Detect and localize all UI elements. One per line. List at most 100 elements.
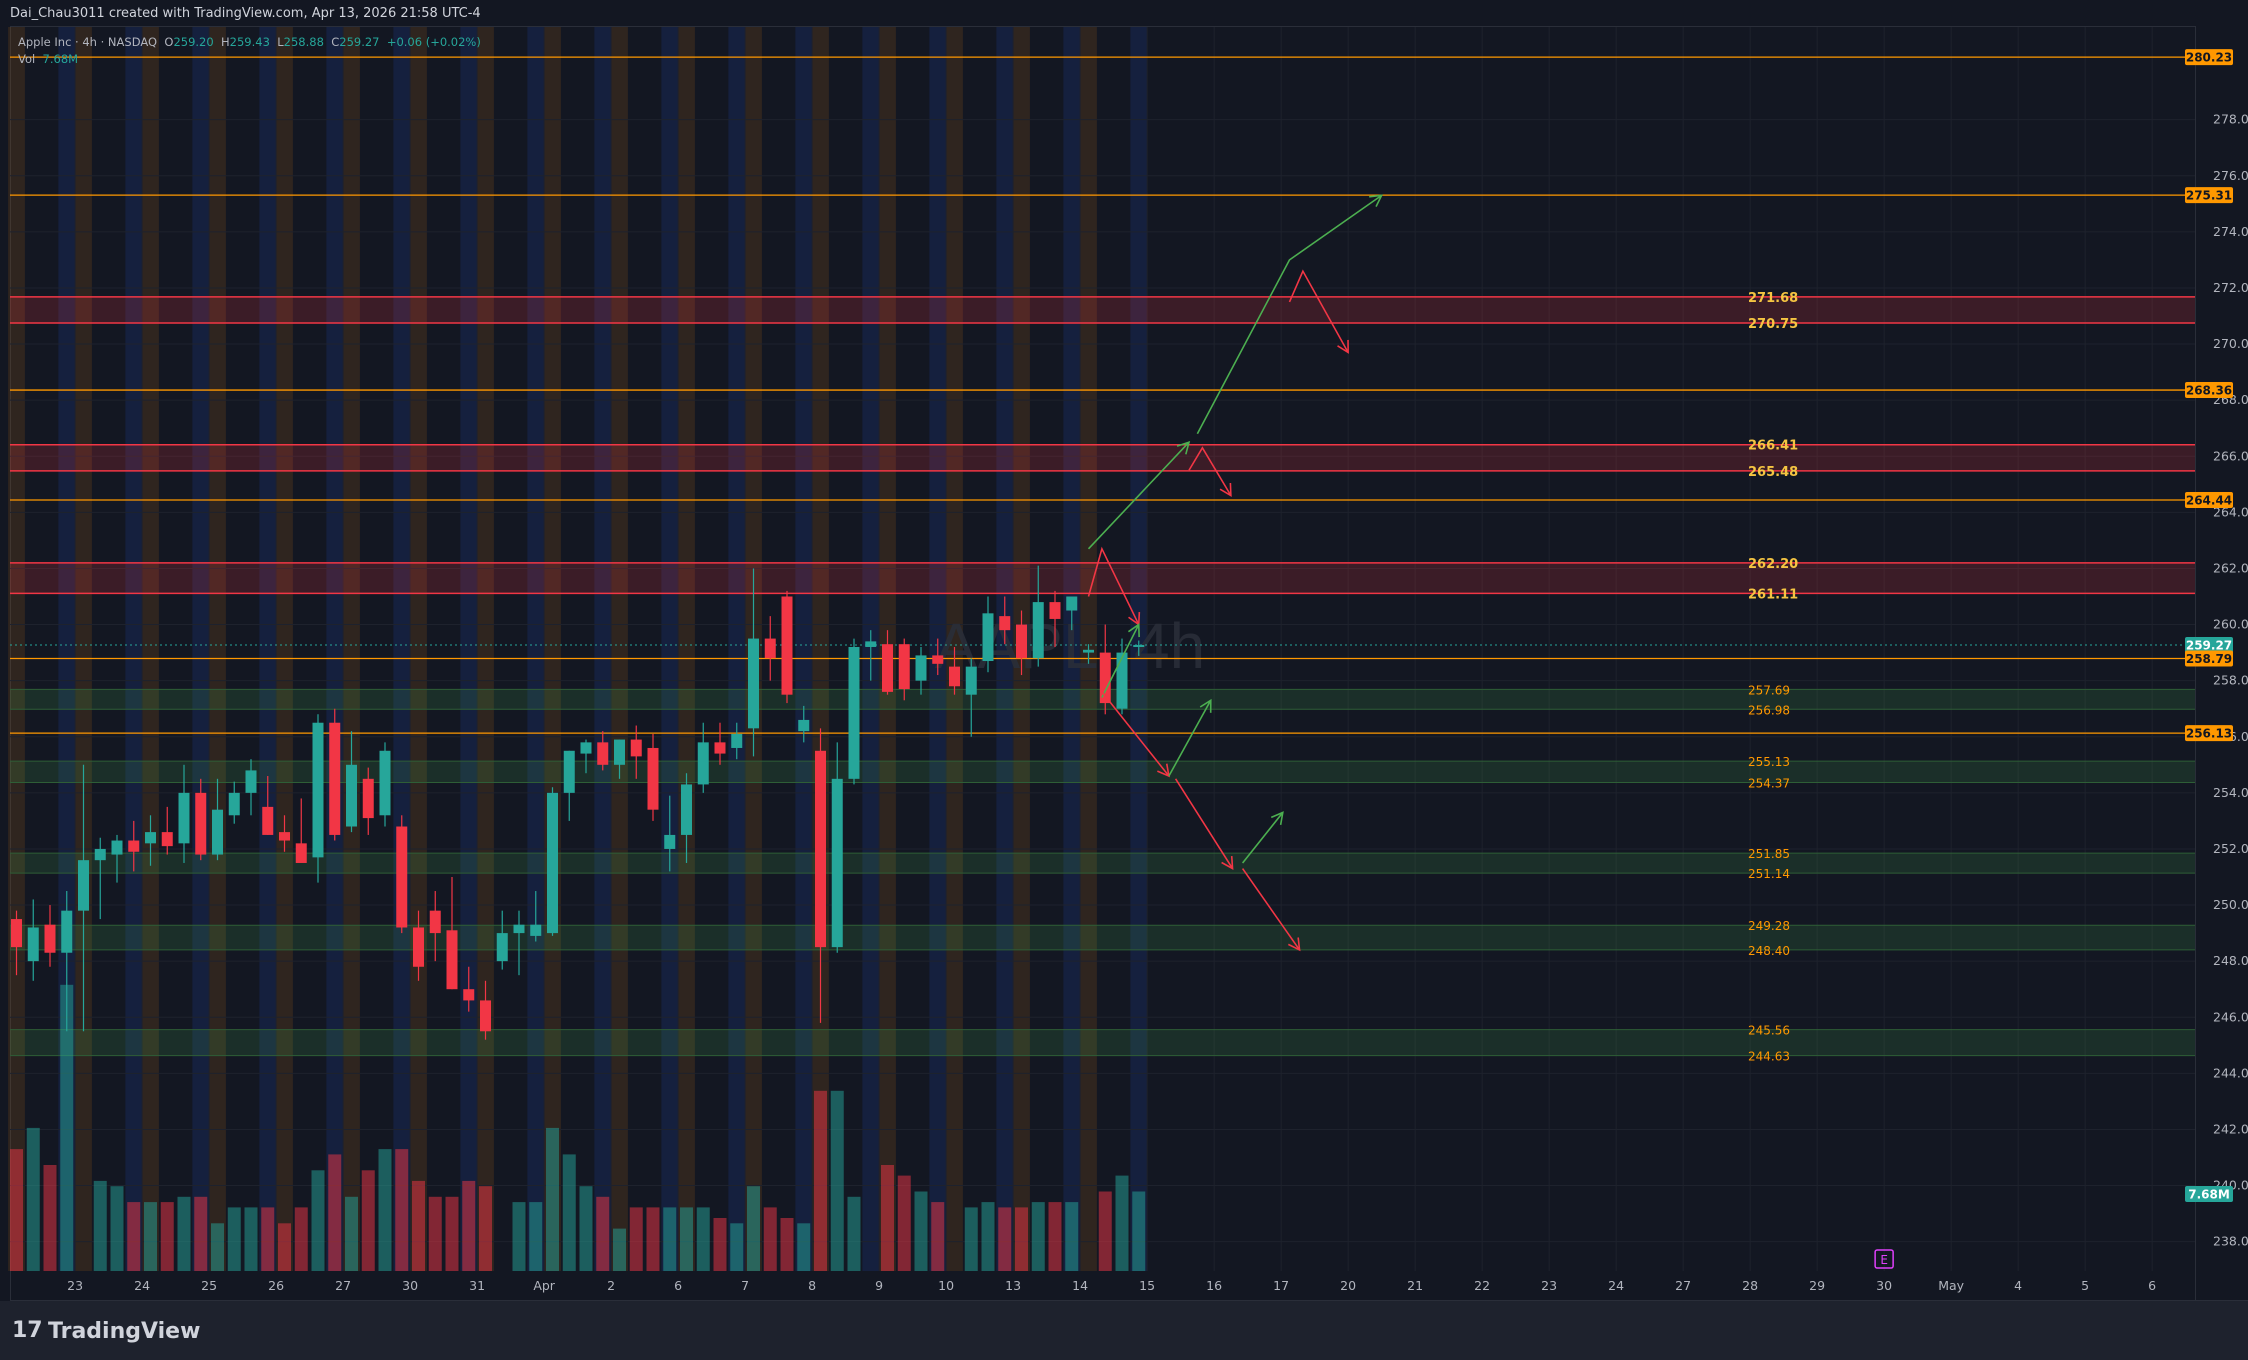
time-tick-label: 27 <box>335 1278 351 1293</box>
session-band <box>75 27 92 1271</box>
resistance-zone <box>10 562 2195 594</box>
volume-bar <box>194 1196 208 1271</box>
candle <box>1099 624 1111 715</box>
symbol-label: Apple Inc · 4h · NASDAQ <box>18 35 158 49</box>
candle-body <box>563 750 575 793</box>
price-tick-label: 276.00 <box>2213 168 2248 183</box>
volume-bar <box>663 1207 677 1271</box>
candle <box>1032 565 1044 667</box>
volume-label: Vol <box>18 52 36 66</box>
candle-body <box>413 927 424 967</box>
price-tick-label: 278.00 <box>2213 112 2248 127</box>
projection-arrow-red <box>1174 778 1234 870</box>
volume-bar <box>881 1165 894 1271</box>
time-tick-label: 30 <box>1876 1278 1892 1293</box>
candle-body <box>731 733 743 748</box>
candle-body <box>664 834 676 849</box>
candle-body <box>1099 652 1111 704</box>
candle <box>111 834 123 883</box>
volume-bar <box>629 1207 643 1271</box>
volume-bar <box>211 1223 224 1271</box>
time-tick-label: 23 <box>67 1278 83 1293</box>
projection-arrow-red <box>1188 446 1232 497</box>
volume-bar <box>512 1202 526 1271</box>
candle-body <box>714 742 726 754</box>
price-tick-label: 266.00 <box>2213 448 2248 463</box>
time-tick-label: 22 <box>1474 1278 1490 1293</box>
candle-body <box>614 739 625 765</box>
candle-body <box>195 792 207 855</box>
candle-body <box>262 806 274 835</box>
top-bar: Dai_Chau3011 created with TradingView.co… <box>0 0 2248 26</box>
price-badge-label: 264.44 <box>2186 494 2232 508</box>
candle <box>798 705 810 743</box>
session-bands <box>8 27 1148 1271</box>
volume-bar <box>897 1175 911 1271</box>
projection-arrow-green <box>1101 623 1140 698</box>
candle <box>295 798 307 863</box>
time-tick-label: 26 <box>268 1278 284 1293</box>
session-band <box>527 27 545 1271</box>
volume-bar <box>43 1165 57 1271</box>
time-tick-label: 25 <box>201 1278 217 1293</box>
time-tick-label: 24 <box>134 1278 150 1293</box>
session-band <box>460 27 478 1271</box>
time-tick-label: 27 <box>1675 1278 1691 1293</box>
chart-frame[interactable] <box>10 26 2196 1302</box>
candle-body <box>597 742 609 765</box>
candle-body <box>898 644 910 690</box>
candle-body <box>848 646 860 779</box>
open-label: O <box>164 35 174 49</box>
volume-bar <box>227 1207 241 1271</box>
volume-bar <box>395 1149 409 1271</box>
symbol-watermark: AAPL, 4h <box>935 610 1205 682</box>
time-tick-label: 2 <box>607 1278 615 1293</box>
candle <box>781 590 793 704</box>
time-tick-label: 31 <box>469 1278 485 1293</box>
resistance-zone-top-label: 262.20 <box>1748 557 1798 572</box>
brand-name[interactable]: TradingView <box>48 1319 201 1344</box>
volume-bar <box>814 1090 827 1271</box>
time-tick-label: 5 <box>2081 1278 2089 1293</box>
volume-bar <box>144 1202 157 1271</box>
volume-bar <box>60 984 74 1271</box>
candle <box>362 767 374 835</box>
candle-body <box>530 924 542 936</box>
candle-body <box>965 666 977 695</box>
candle <box>563 750 575 821</box>
candle-body <box>781 596 793 695</box>
candle <box>312 714 324 883</box>
volume-bar <box>110 1186 124 1271</box>
volume-bar <box>328 1154 342 1271</box>
price-badge-label: 256.13 <box>2186 727 2232 741</box>
session-band <box>812 27 829 1271</box>
projection-arrows <box>1087 194 1383 952</box>
time-tick-label: 9 <box>875 1278 883 1293</box>
candle <box>61 891 73 1032</box>
volume-bar <box>931 1202 945 1271</box>
candle <box>1066 596 1078 631</box>
candle <box>78 764 89 1032</box>
price-badge <box>2185 49 2233 66</box>
session-band <box>142 27 159 1271</box>
grid-lines <box>10 27 2195 1271</box>
price-tick-label: 248.00 <box>2213 953 2248 968</box>
session-band <box>393 27 411 1271</box>
time-tick-label: 21 <box>1407 1278 1423 1293</box>
volume-bar <box>261 1207 275 1271</box>
price-tick-label: 238.00 <box>2213 1234 2248 1249</box>
time-tick-label: 16 <box>1206 1278 1222 1293</box>
resistance-zone-top-label: 266.41 <box>1748 439 1798 454</box>
time-tick-label: 20 <box>1340 1278 1356 1293</box>
volume-value: 7.68M <box>42 52 79 66</box>
candle-body <box>94 848 106 861</box>
volume-bar <box>780 1218 794 1271</box>
volume-bar <box>479 1186 492 1271</box>
volume-bar <box>546 1127 559 1271</box>
candle-body <box>178 792 190 844</box>
session-band <box>209 27 226 1271</box>
candle <box>547 787 558 936</box>
resistance-zone <box>10 444 2195 471</box>
